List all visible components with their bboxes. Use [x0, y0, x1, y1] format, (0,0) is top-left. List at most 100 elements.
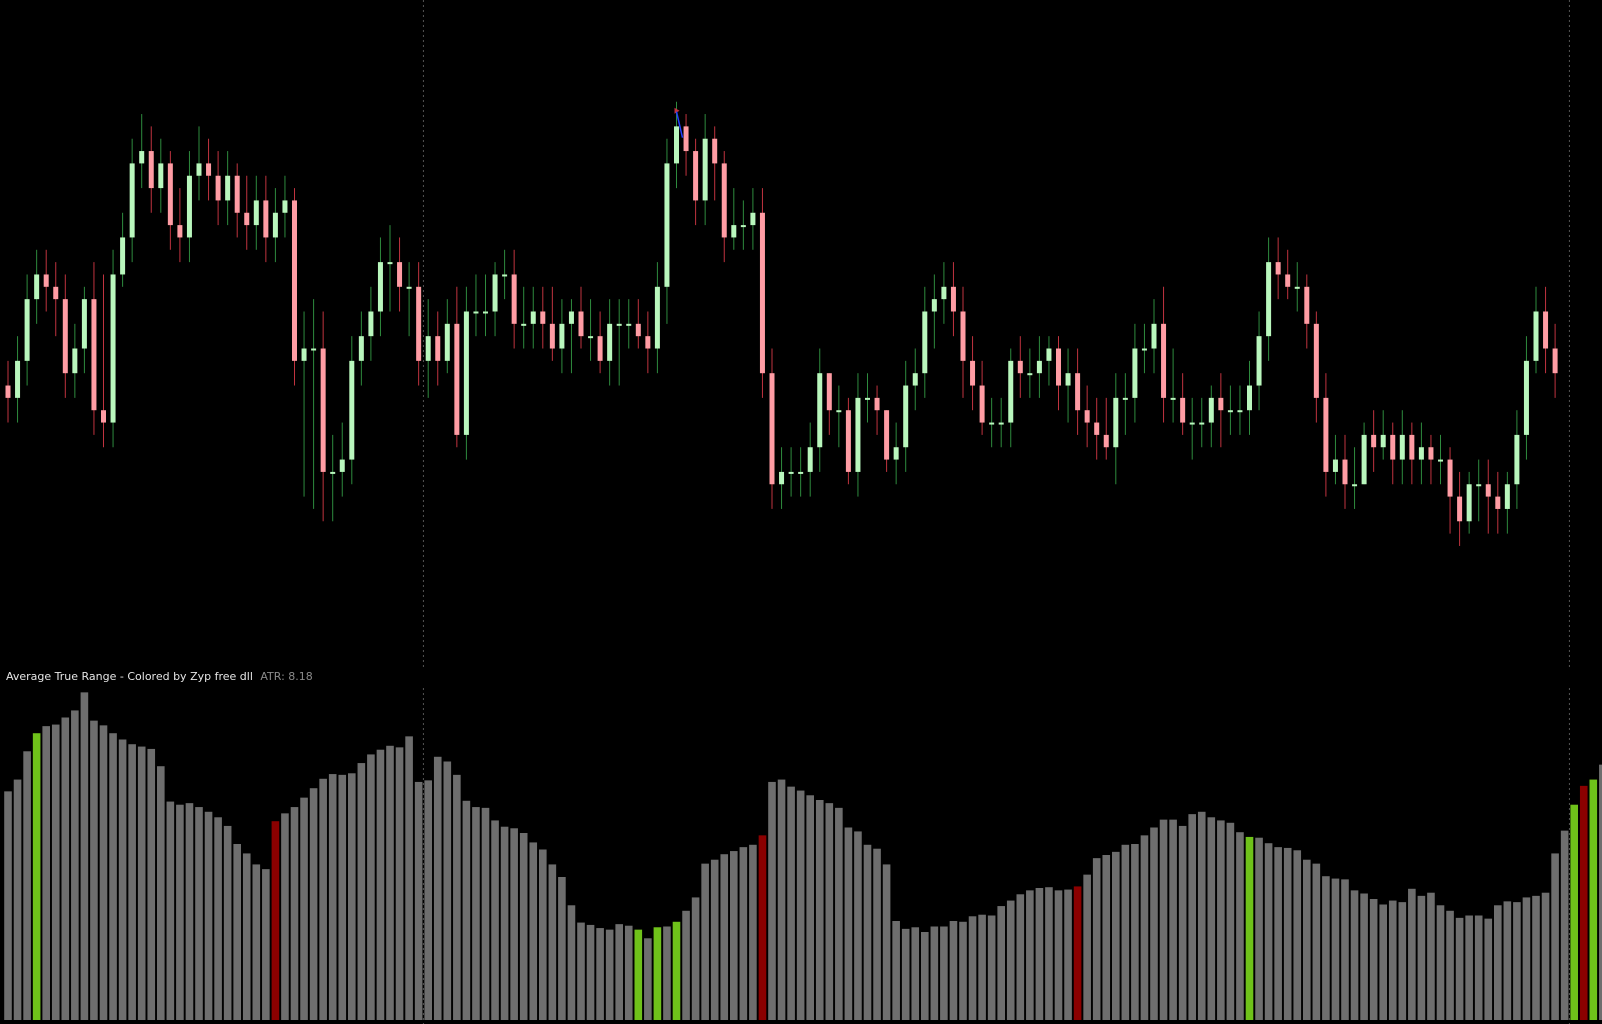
atr-bar [1474, 915, 1483, 1020]
atr-bar [1064, 889, 1072, 1020]
atr-bar [1541, 892, 1550, 1020]
atr-bar [1217, 820, 1225, 1020]
atr-bar [338, 774, 347, 1020]
bull-candle [1008, 360, 1014, 423]
atr-bar [176, 804, 184, 1020]
bull-candle [1294, 286, 1300, 289]
atr-bar [777, 779, 786, 1020]
atr-bar [1006, 900, 1015, 1020]
bull-candle [798, 471, 804, 474]
atr-bar [491, 820, 499, 1020]
atr-bar [949, 921, 958, 1020]
atr-bar [433, 756, 442, 1020]
atr-bar [510, 828, 518, 1020]
atr-bar [1131, 844, 1139, 1020]
bull-candle [998, 422, 1004, 425]
bull-candle [339, 459, 345, 472]
atr-bar [109, 733, 117, 1020]
atr-bar [214, 817, 222, 1020]
atr-bar [682, 910, 690, 1020]
atr-bar [873, 848, 881, 1020]
bear-candle [1218, 397, 1224, 411]
atr-bar [42, 726, 50, 1020]
atr-bar [1303, 859, 1311, 1020]
bull-candle [1380, 434, 1386, 448]
bull-candle [1352, 484, 1358, 487]
atr-bar [519, 833, 528, 1020]
bear-candle [5, 385, 11, 398]
bear-candle [1323, 397, 1329, 472]
atr-bar [424, 780, 432, 1020]
bear-candle [970, 360, 976, 386]
atr-bar [1369, 899, 1378, 1020]
atr-bar [815, 800, 824, 1020]
bull-candle [225, 175, 231, 201]
atr-bar [1054, 890, 1063, 1020]
atr-bar [863, 844, 872, 1020]
atr-bar [4, 791, 12, 1020]
price-pane[interactable] [5, 101, 1558, 546]
atr-bar [1092, 858, 1101, 1020]
bull-candle [616, 323, 622, 326]
atr-bar [1169, 819, 1177, 1020]
atr-bar [605, 929, 614, 1020]
bull-candle [444, 323, 450, 361]
indicator-name: Average True Range - Colored by Zyp free… [6, 670, 253, 683]
atr-bar [1388, 900, 1397, 1020]
bull-candle [1438, 459, 1443, 462]
bull-candle [626, 323, 632, 326]
bear-candle [91, 299, 97, 411]
bull-candle [349, 360, 355, 460]
atr-bar [1494, 905, 1502, 1020]
bull-candle [24, 299, 30, 361]
bear-candle [1390, 434, 1396, 460]
atr-bar [1112, 851, 1120, 1020]
atr-bar [405, 736, 413, 1020]
atr-bar [1379, 904, 1387, 1020]
bull-candle [129, 163, 135, 238]
bull-candle [387, 262, 393, 265]
atr-bar [367, 754, 375, 1020]
bull-candle [893, 447, 899, 460]
atr-bar [376, 749, 385, 1020]
atr-bar [1446, 910, 1454, 1020]
bull-candle [568, 311, 574, 324]
bull-candle [196, 163, 202, 176]
bear-candle [234, 175, 240, 213]
atr-bar [624, 925, 633, 1020]
bull-candle [654, 286, 660, 349]
bear-candle [712, 138, 718, 164]
bull-candle [674, 126, 679, 164]
atr-bar [558, 877, 566, 1020]
bull-candle [15, 360, 21, 398]
bull-candle [1208, 397, 1214, 423]
atr-bar [195, 807, 203, 1020]
bull-candle [158, 163, 164, 189]
atr-bar [348, 773, 356, 1020]
atr-pane[interactable] [4, 692, 1602, 1020]
atr-bar [242, 853, 251, 1020]
atr-bar [1417, 895, 1426, 1020]
bull-candle [750, 212, 756, 226]
bull-candle [1227, 410, 1233, 413]
atr-bar [1341, 879, 1349, 1020]
atr-bar [481, 807, 490, 1020]
bear-candle [950, 286, 956, 312]
bear-candle [1180, 397, 1186, 423]
bull-candle [1533, 311, 1539, 361]
bull-candle [941, 286, 947, 300]
atr-bar [271, 821, 280, 1020]
bull-candle [817, 373, 823, 448]
bull-candle [588, 336, 594, 339]
bull-candle [912, 373, 918, 386]
bull-candle [1141, 348, 1147, 351]
atr-bar [1427, 892, 1435, 1020]
bull-candle [1065, 373, 1071, 386]
atr-bar [1150, 827, 1158, 1020]
atr-bar [1579, 785, 1588, 1020]
atr-bar [987, 915, 996, 1020]
bull-candle [922, 311, 928, 374]
atr-bar [51, 724, 60, 1020]
atr-bar [1312, 863, 1321, 1020]
atr-bar [1283, 847, 1292, 1020]
